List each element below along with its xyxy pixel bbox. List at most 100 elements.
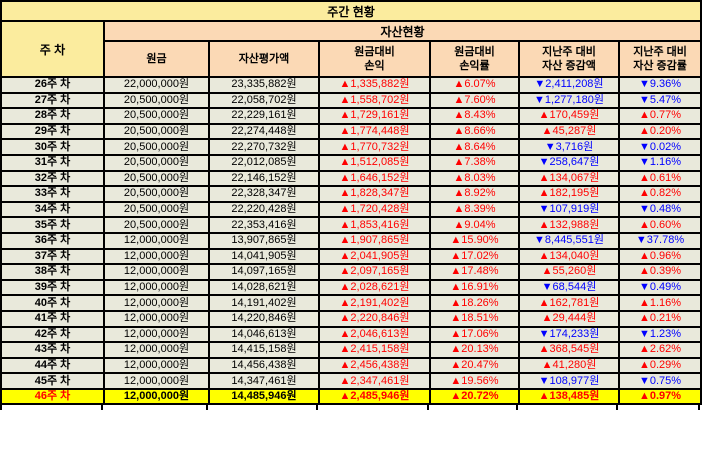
pl-cell[interactable]: ▲1,720,428원 [318, 200, 431, 219]
pl-cell[interactable]: ▲2,097,165원 [318, 263, 431, 281]
week-column-header[interactable]: 주 차 [0, 20, 105, 78]
week-cell[interactable]: 28주 차 [0, 107, 105, 125]
valuation-cell[interactable]: 22,353,416원 [208, 216, 320, 234]
asset-status-group-header[interactable]: 자산현황 [102, 20, 702, 42]
change-cell[interactable]: ▼3,716원 [518, 138, 620, 156]
week-cell[interactable]: 34주 차 [0, 200, 105, 219]
principal-cell[interactable]: 12,000,000원 [103, 309, 210, 328]
principal-cell[interactable]: 20,500,000원 [103, 200, 210, 219]
pl-cell[interactable]: ▲2,415,158원 [318, 341, 431, 359]
principal-cell[interactable]: 12,000,000원 [103, 341, 210, 359]
pl-cell[interactable]: ▲2,046,613원 [318, 325, 431, 344]
change-rate-cell[interactable]: ▼1.16% [617, 153, 702, 172]
col-header-change[interactable]: 지난주 대비 자산 증감액 [518, 40, 620, 78]
change-rate-cell[interactable]: ▼1.23% [617, 325, 702, 344]
pl-cell[interactable]: ▲2,028,621원 [318, 278, 431, 297]
pl-cell[interactable]: ▲2,220,846원 [318, 309, 431, 328]
valuation-cell[interactable]: 22,012,085원 [208, 153, 320, 172]
week-cell[interactable]: 40주 차 [0, 294, 105, 312]
change-cell[interactable]: ▼108,977원 [518, 372, 620, 390]
change-rate-cell[interactable]: ▲0.60% [617, 216, 702, 234]
valuation-cell[interactable]: 14,097,165원 [208, 263, 320, 281]
change-rate-cell[interactable]: ▼9.36% [617, 76, 702, 94]
change-rate-cell[interactable]: ▲0.21% [617, 309, 702, 328]
principal-cell[interactable]: 20,500,000원 [103, 185, 210, 203]
change-rate-cell[interactable]: ▼0.48% [617, 200, 702, 219]
valuation-cell[interactable]: 14,415,158원 [208, 341, 320, 359]
pl-rate-cell[interactable]: ▲18.26% [429, 294, 520, 312]
week-cell[interactable]: 32주 차 [0, 169, 105, 188]
col-header-valuation[interactable]: 자산평가액 [208, 40, 320, 78]
week-cell[interactable]: 35주 차 [0, 216, 105, 234]
change-cell[interactable]: ▲132,988원 [518, 216, 620, 234]
change-cell[interactable]: ▲134,067원 [518, 169, 620, 188]
week-cell[interactable]: 31주 차 [0, 153, 105, 172]
valuation-cell[interactable]: 22,274,448원 [208, 122, 320, 141]
change-rate-cell[interactable]: ▲0.39% [617, 263, 702, 281]
pl-rate-cell[interactable]: ▲9.04% [429, 216, 520, 234]
col-header-change-rate[interactable]: 지난주 대비 자산 증감률 [617, 40, 702, 78]
principal-cell[interactable]: 12,000,000원 [103, 231, 210, 250]
week-cell[interactable]: 38주 차 [0, 263, 105, 281]
principal-cell[interactable]: 12,000,000원 [103, 325, 210, 344]
valuation-cell[interactable]: 14,028,621원 [208, 278, 320, 297]
change-cell[interactable]: ▼107,919원 [518, 200, 620, 219]
change-rate-cell[interactable]: ▲0.82% [617, 185, 702, 203]
pl-cell[interactable]: ▲2,485,946원 [318, 387, 431, 406]
principal-cell[interactable]: 12,000,000원 [103, 247, 210, 266]
valuation-cell[interactable]: 22,058,702원 [208, 91, 320, 110]
principal-cell[interactable]: 20,500,000원 [103, 122, 210, 141]
valuation-cell[interactable]: 14,485,946원 [208, 387, 320, 406]
principal-cell[interactable]: 20,500,000원 [103, 169, 210, 188]
principal-cell[interactable]: 12,000,000원 [103, 356, 210, 375]
change-cell[interactable]: ▼8,445,551원 [518, 231, 620, 250]
change-cell[interactable]: ▲134,040원 [518, 247, 620, 266]
change-cell[interactable]: ▼1,277,180원 [518, 91, 620, 110]
change-rate-cell[interactable]: ▲0.61% [617, 169, 702, 188]
principal-cell[interactable]: 12,000,000원 [103, 263, 210, 281]
week-cell[interactable]: 36주 차 [0, 231, 105, 250]
valuation-cell[interactable]: 14,191,402원 [208, 294, 320, 312]
change-rate-cell[interactable]: ▲0.20% [617, 122, 702, 141]
change-rate-cell[interactable]: ▼5.47% [617, 91, 702, 110]
valuation-cell[interactable]: 22,146,152원 [208, 169, 320, 188]
valuation-cell[interactable]: 23,335,882원 [208, 76, 320, 94]
change-cell[interactable]: ▼2,411,208원 [518, 76, 620, 94]
pl-rate-cell[interactable]: ▲8.66% [429, 122, 520, 141]
pl-rate-cell[interactable]: ▲8.92% [429, 185, 520, 203]
valuation-cell[interactable]: 22,229,161원 [208, 107, 320, 125]
pl-cell[interactable]: ▲1,770,732원 [318, 138, 431, 156]
change-cell[interactable]: ▲29,444원 [518, 309, 620, 328]
change-cell[interactable]: ▼68,544원 [518, 278, 620, 297]
change-rate-cell[interactable]: ▲0.96% [617, 247, 702, 266]
pl-rate-cell[interactable]: ▲8.39% [429, 200, 520, 219]
change-rate-cell[interactable]: ▼0.75% [617, 372, 702, 390]
week-cell[interactable]: 39주 차 [0, 278, 105, 297]
change-cell[interactable]: ▼174,233원 [518, 325, 620, 344]
principal-cell[interactable]: 22,000,000원 [103, 76, 210, 94]
pl-cell[interactable]: ▲1,774,448원 [318, 122, 431, 141]
change-rate-cell[interactable]: ▲0.29% [617, 356, 702, 375]
pl-rate-cell[interactable]: ▲20.13% [429, 341, 520, 359]
pl-rate-cell[interactable]: ▲16.91% [429, 278, 520, 297]
principal-cell[interactable]: 12,000,000원 [103, 387, 210, 406]
pl-rate-cell[interactable]: ▲18.51% [429, 309, 520, 328]
change-rate-cell[interactable]: ▲2.62% [617, 341, 702, 359]
change-rate-cell[interactable]: ▼37.78% [617, 231, 702, 250]
principal-cell[interactable]: 20,500,000원 [103, 153, 210, 172]
pl-rate-cell[interactable]: ▲6.07% [429, 76, 520, 94]
principal-cell[interactable]: 12,000,000원 [103, 278, 210, 297]
change-rate-cell[interactable]: ▼0.02% [617, 138, 702, 156]
week-cell[interactable]: 42주 차 [0, 325, 105, 344]
week-cell[interactable]: 43주 차 [0, 341, 105, 359]
principal-cell[interactable]: 20,500,000원 [103, 107, 210, 125]
col-header-pl-rate[interactable]: 원금대비 손익률 [429, 40, 520, 78]
week-cell[interactable]: 27주 차 [0, 91, 105, 110]
col-header-pl[interactable]: 원금대비 손익 [318, 40, 431, 78]
valuation-cell[interactable]: 14,041,905원 [208, 247, 320, 266]
week-cell[interactable]: 44주 차 [0, 356, 105, 375]
change-cell[interactable]: ▲162,781원 [518, 294, 620, 312]
pl-rate-cell[interactable]: ▲15.90% [429, 231, 520, 250]
pl-cell[interactable]: ▲1,853,416원 [318, 216, 431, 234]
pl-rate-cell[interactable]: ▲7.38% [429, 153, 520, 172]
